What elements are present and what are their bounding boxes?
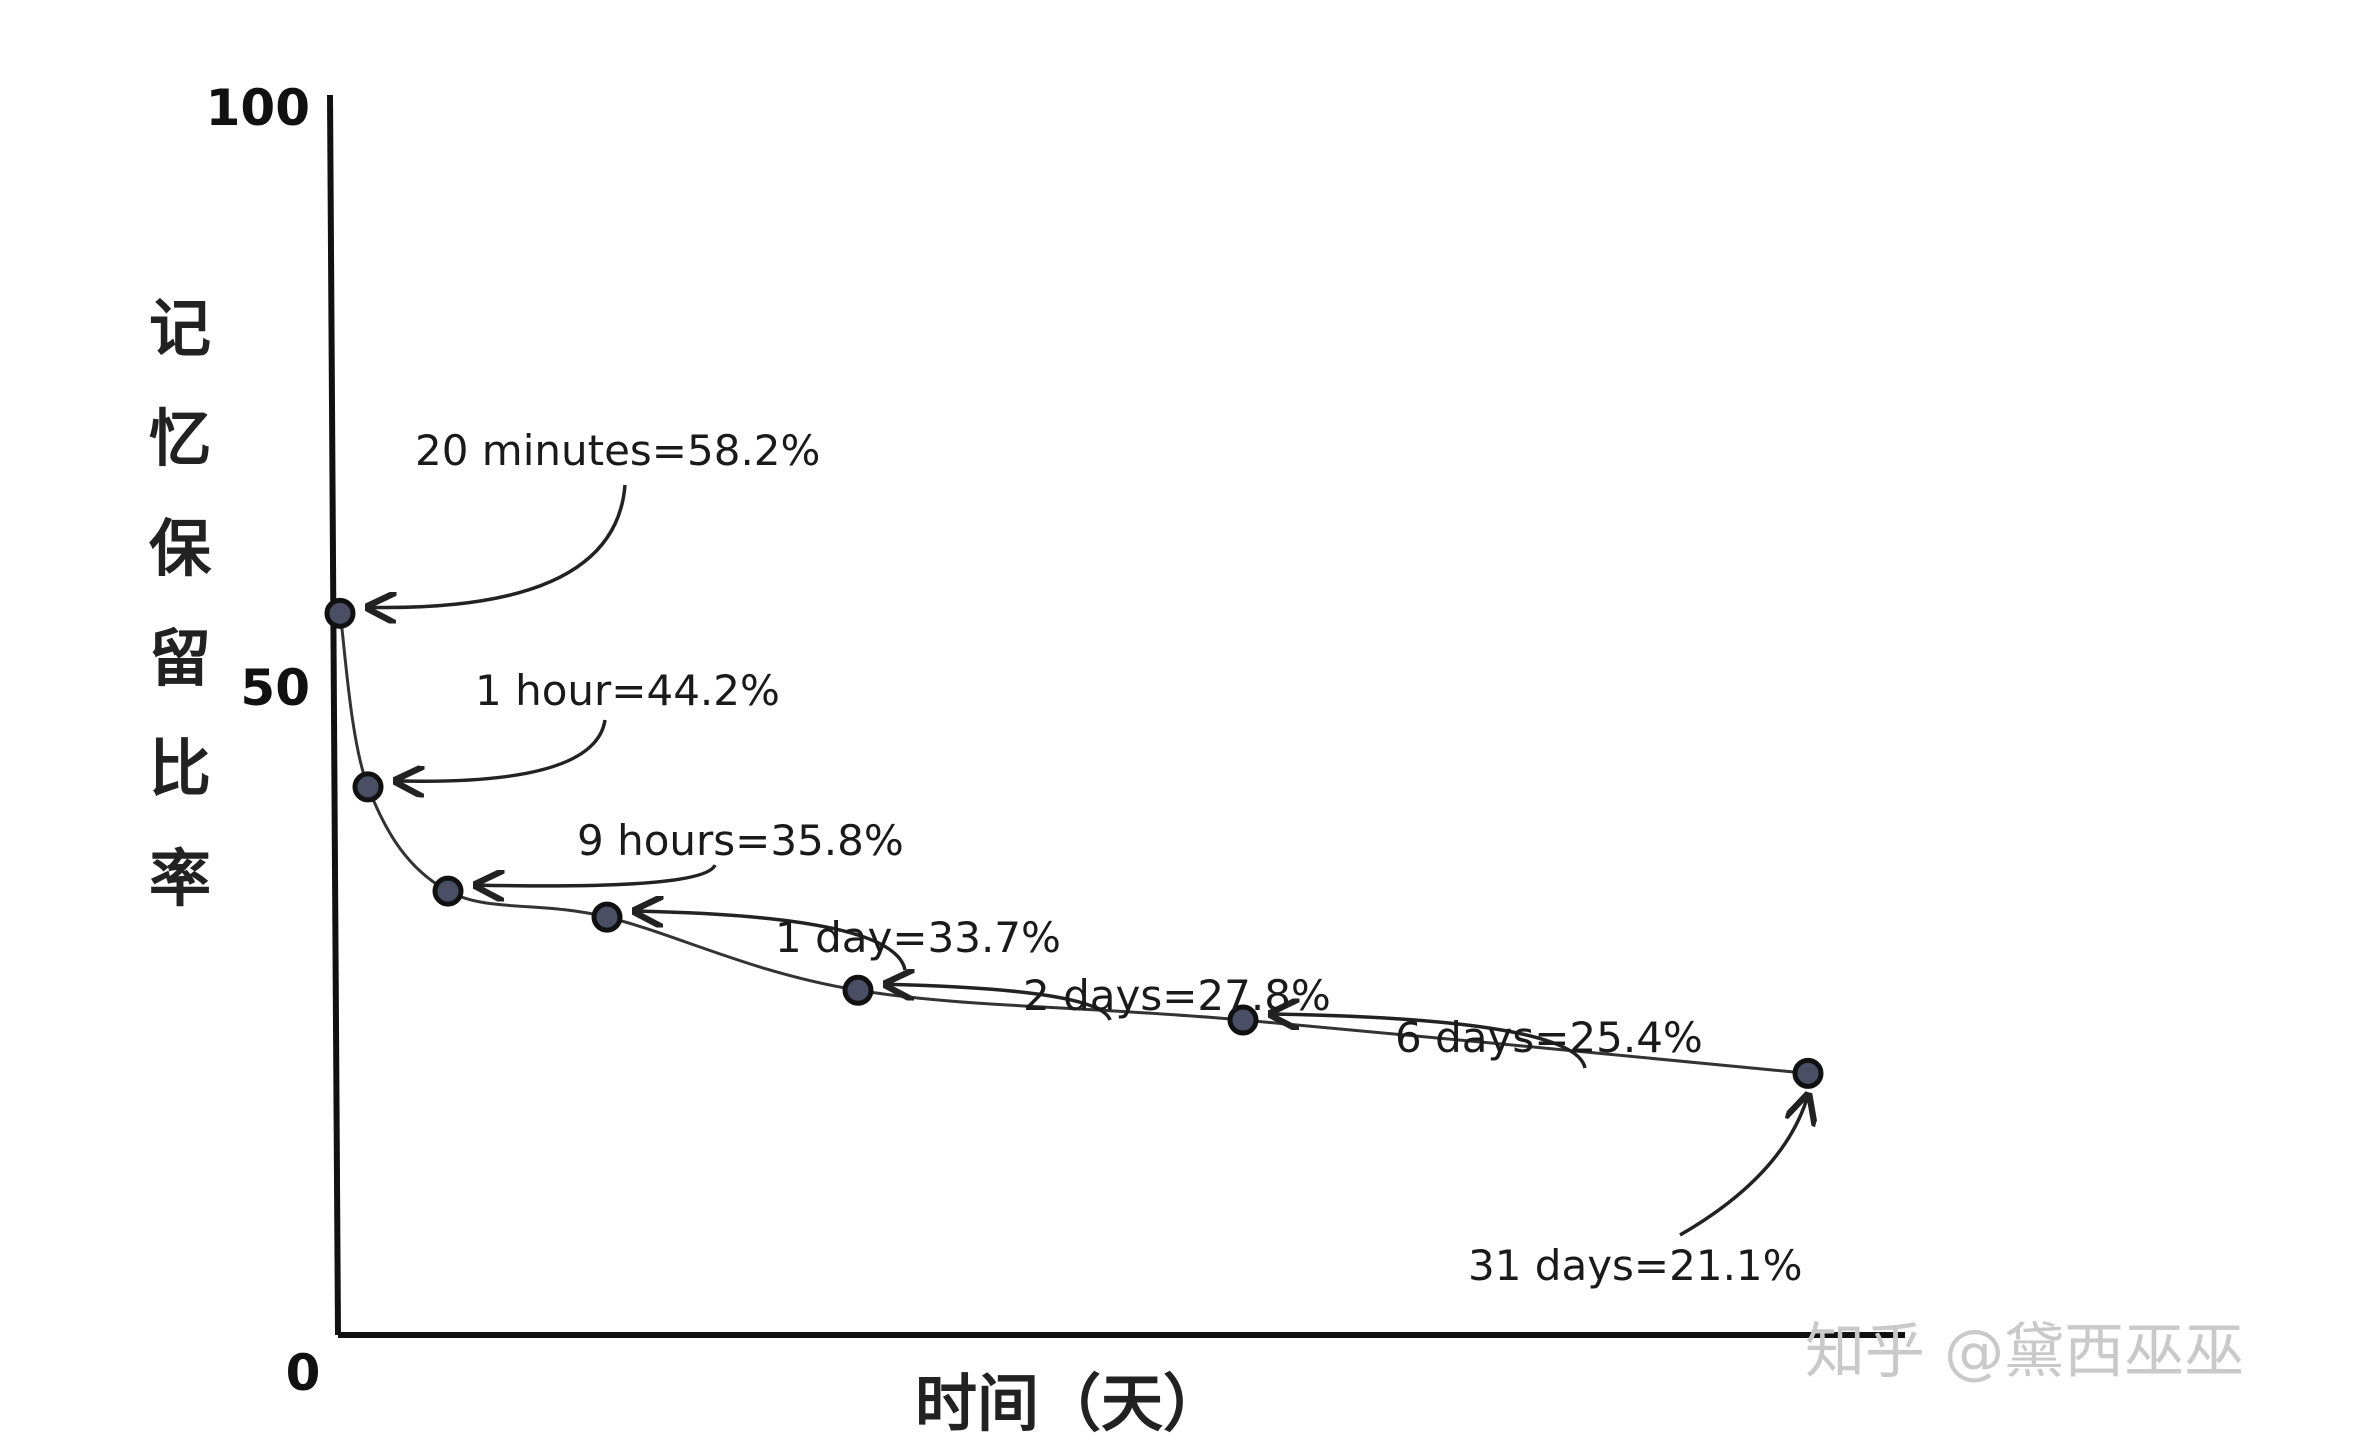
watermark-text: 知乎 @黛西巫巫 — [1805, 1317, 2244, 1387]
data-point — [352, 771, 384, 803]
annotation-arrow — [476, 864, 717, 886]
y-axis-title-char: 保 — [149, 512, 212, 585]
retention-curve — [338, 613, 1809, 1075]
y-axis-title-char: 率 — [149, 842, 211, 915]
point-annotation-label: 1 day=33.7% — [775, 913, 1061, 962]
point-annotation-label: 1 hour=44.2% — [475, 666, 780, 715]
data-point — [1227, 1004, 1259, 1036]
data-point — [324, 597, 356, 629]
annotation-arrow — [368, 484, 627, 608]
data-point — [432, 875, 464, 907]
y-tick-50: 50 — [240, 659, 310, 717]
y-axis-title-char: 比 — [149, 732, 211, 805]
annotation-arrow — [1271, 1014, 1587, 1069]
y-axis-title-char: 留 — [149, 622, 211, 695]
point-annotation-label: 9 hours=35.8% — [577, 816, 904, 865]
y-axis-title-char: 忆 — [149, 402, 211, 475]
annotation-arrow — [635, 911, 907, 971]
y-axis-title: 记忆保留比率 — [149, 292, 212, 915]
x-axis-title: 时间（天） — [915, 1367, 1225, 1440]
data-point — [842, 974, 874, 1006]
data-point — [591, 901, 623, 933]
annotation-arrow — [886, 984, 1112, 1021]
point-annotation-label: 6 days=25.4% — [1395, 1013, 1703, 1062]
y-tick-0: 0 — [286, 1344, 321, 1402]
point-annotation-label: 2 days=27.8% — [1023, 971, 1331, 1020]
y-axis-line — [327, 94, 341, 1336]
annotation-arrow — [396, 719, 607, 781]
y-axis-title-char: 记 — [149, 292, 211, 365]
point-annotation-label: 31 days=21.1% — [1468, 1241, 1803, 1290]
y-tick-100: 100 — [206, 79, 310, 137]
point-annotation-label: 20 minutes=58.2% — [415, 426, 820, 475]
data-point — [1792, 1057, 1824, 1089]
annotation-arrow — [1679, 1095, 1808, 1237]
